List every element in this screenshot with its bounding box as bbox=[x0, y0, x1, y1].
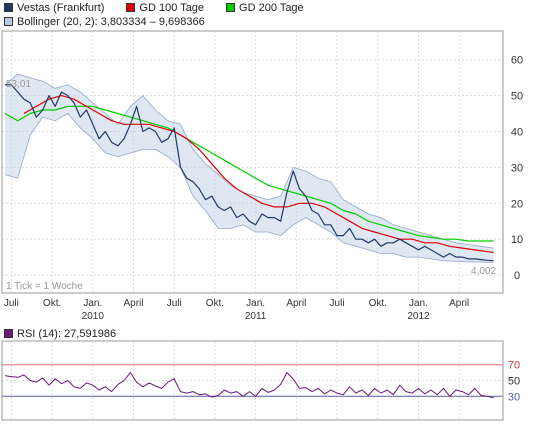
legend-swatch-gd100 bbox=[126, 3, 136, 12]
legend-label-price: Vestas (Frankfurt) bbox=[17, 1, 105, 14]
x-tick-label-3: April bbox=[124, 298, 144, 309]
legend-swatch-bollinger bbox=[4, 17, 13, 26]
legend-row-1: Vestas (Frankfurt) GD 100 Tage GD 200 Ta… bbox=[4, 1, 304, 14]
x-tick-label-9: Okt. bbox=[369, 298, 387, 309]
main-y-axis: 0 10 20 30 40 50 60 bbox=[511, 55, 523, 282]
year-label-2010: 2010 bbox=[82, 311, 105, 322]
series-line-gd-100-tage bbox=[23, 94, 494, 253]
x-tick-label-8: Juli bbox=[330, 298, 345, 309]
x-tick-label-7: April bbox=[286, 298, 306, 309]
rsi-gridlines bbox=[2, 341, 503, 420]
year-label-2012: 2012 bbox=[407, 311, 430, 322]
legend-label-gd200: GD 200 Tage bbox=[239, 1, 304, 14]
main-gridlines bbox=[2, 31, 503, 293]
y-tick-label-30: 30 bbox=[511, 162, 523, 174]
series-line-bollinger-upper bbox=[4, 73, 494, 249]
main-plot-frame bbox=[1, 30, 504, 294]
rsi-line bbox=[5, 372, 494, 399]
x-tick-label-4: Juli bbox=[167, 298, 182, 309]
y-tick-label-20: 20 bbox=[511, 198, 523, 210]
y-tick-label-60: 60 bbox=[511, 55, 523, 67]
rsi-plot-frame bbox=[1, 340, 504, 421]
series-line-vestas-frankfurt- bbox=[5, 84, 494, 262]
legend-rsi: RSI (14): 27,591986 bbox=[4, 327, 116, 340]
legend-label-gd100: GD 100 Tage bbox=[139, 1, 205, 14]
y-tick-label-40: 40 bbox=[511, 126, 523, 138]
x-tick-label-11: April bbox=[449, 298, 469, 309]
x-tick-label-1: Okt. bbox=[43, 298, 61, 309]
rsi-y-tick-label-70: 70 bbox=[508, 360, 520, 372]
last-value-label: 4,002 bbox=[471, 266, 496, 277]
rsi-y-tick-label-30: 30 bbox=[508, 391, 520, 403]
x-tick-label-2: Jan. bbox=[83, 298, 102, 309]
legend-swatch-gd200 bbox=[226, 3, 236, 12]
legend-swatch-price bbox=[4, 3, 13, 12]
tick-note: 1 Tick = 1 Woche bbox=[6, 281, 83, 292]
y-tick-label-10: 10 bbox=[511, 234, 523, 246]
series-line-bollinger-lower bbox=[4, 113, 494, 263]
rsi-series-line bbox=[5, 372, 494, 399]
legend-swatch-rsi bbox=[4, 329, 13, 338]
x-tick-label-0: Juli bbox=[4, 298, 19, 309]
rsi-y-tick-label-50: 50 bbox=[508, 376, 520, 388]
first-value-label: 53,01 bbox=[6, 79, 31, 90]
x-tick-label-6: Jan. bbox=[246, 298, 265, 309]
x-tick-label-5: Okt. bbox=[206, 298, 224, 309]
legend-label-rsi: RSI (14): 27,591986 bbox=[17, 327, 117, 340]
main-series-lines bbox=[4, 73, 494, 263]
legend-row-2: Bollinger (20, 2): 3,803334 – 9,698366 bbox=[4, 15, 205, 28]
year-label-2011: 2011 bbox=[245, 311, 267, 322]
x-tick-label-10: Jan. bbox=[409, 298, 428, 309]
bollinger-band-fill bbox=[5, 74, 494, 263]
y-tick-label-0: 0 bbox=[514, 270, 520, 282]
rsi-y-axis: 30 50 70 bbox=[508, 360, 520, 404]
main-x-axis: Juli Okt. Jan. April Juli Okt. Jan. April Juli Ok… bbox=[4, 298, 469, 322]
y-tick-label-50: 50 bbox=[511, 91, 523, 103]
legend-label-bollinger: Bollinger (20, 2): 3,803334 – 9,698366 bbox=[17, 15, 205, 28]
